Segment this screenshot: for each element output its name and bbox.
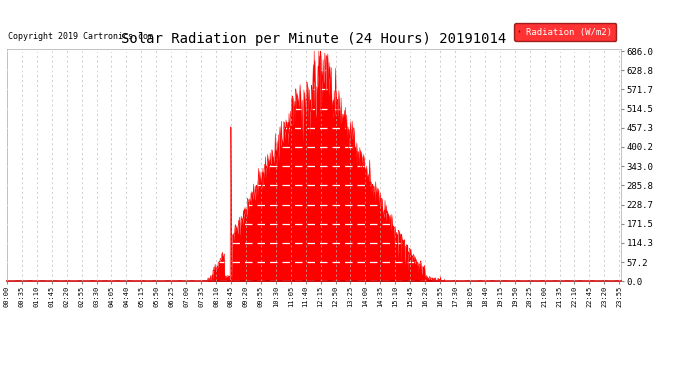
Title: Solar Radiation per Minute (24 Hours) 20191014: Solar Radiation per Minute (24 Hours) 20… — [121, 32, 506, 46]
Legend: Radiation (W/m2): Radiation (W/m2) — [514, 23, 616, 41]
Text: Copyright 2019 Cartronics.com: Copyright 2019 Cartronics.com — [8, 32, 153, 41]
